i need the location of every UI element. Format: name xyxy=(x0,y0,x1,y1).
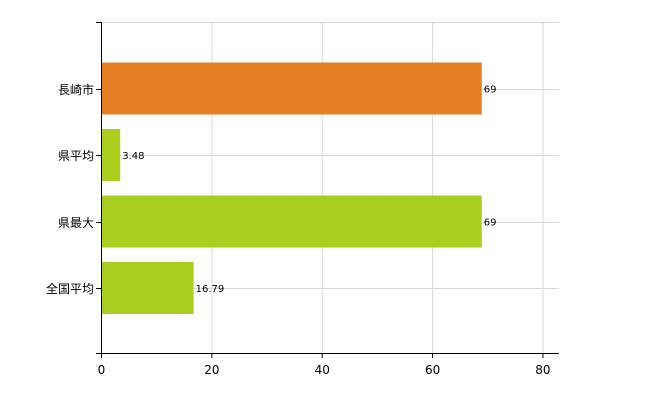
bar-1 xyxy=(101,62,482,115)
category-label-3: 県最大 xyxy=(58,216,94,230)
category-label-4: 全国平均 xyxy=(46,281,94,296)
x-tick-label: 20 xyxy=(204,363,219,377)
x-tick-label: 40 xyxy=(315,363,330,377)
data-label-3: 69 xyxy=(484,218,497,229)
data-label-1: 69 xyxy=(484,85,497,96)
x-tick-label: 80 xyxy=(535,363,550,377)
category-label-1: 長崎市 xyxy=(58,82,94,97)
bar-4 xyxy=(101,262,194,314)
bar-3 xyxy=(101,195,482,248)
axes xyxy=(96,22,559,358)
bars xyxy=(101,62,482,314)
category-label-2: 県平均 xyxy=(58,149,94,163)
x-tick-label: 60 xyxy=(425,363,440,377)
data-label-2: 3.48 xyxy=(122,151,144,162)
data-label-4: 16.79 xyxy=(196,284,225,295)
x-tick-label: 0 xyxy=(98,363,106,377)
bar-2 xyxy=(101,129,121,181)
